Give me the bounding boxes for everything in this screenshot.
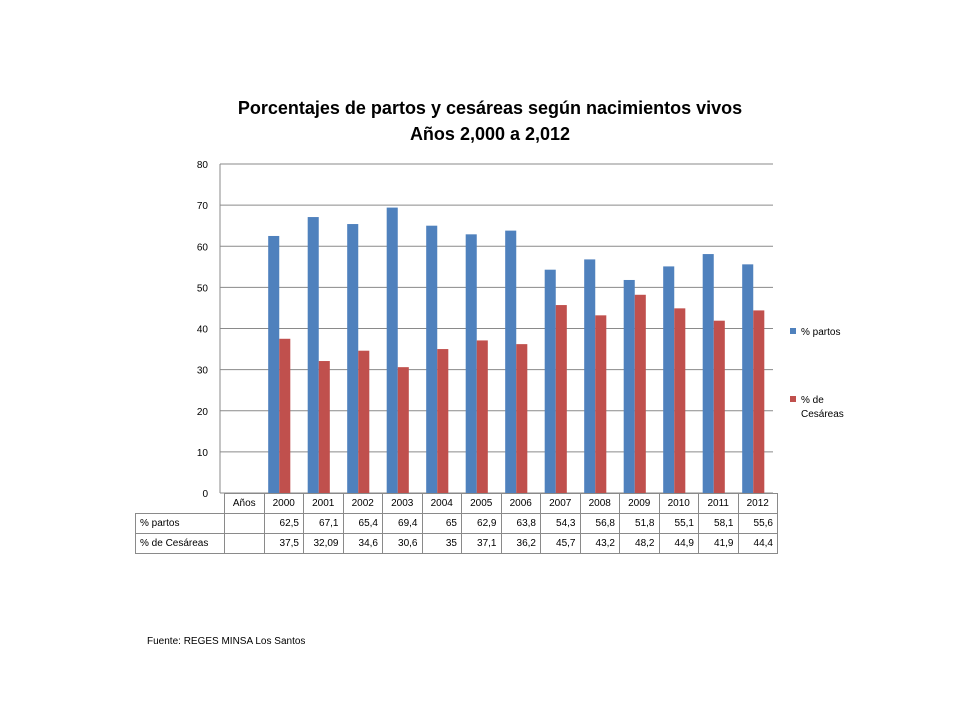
bar-cesareas [318,361,330,493]
y-tick-label: 40 [197,325,209,336]
legend-label-cesareas-line2: Cesáreas [801,409,844,420]
bar-cesareas [476,340,488,493]
table-cell-partos: 55,6 [737,512,778,534]
y-tick-label: 70 [197,201,209,212]
table-cell-partos: 65 [421,512,462,534]
y-tick-label: 20 [197,407,209,418]
table-header-year: 2002 [342,493,383,514]
table-rowlabel-partos: % partos [135,512,225,534]
bar-cesareas [713,320,725,493]
table-header-year: 2007 [540,493,581,514]
table-header-year: 2012 [737,493,778,514]
table-empty-cell [224,512,265,534]
table-cell-cesareas: 45,7 [540,532,581,554]
legend-label-cesareas-line1: % de [801,395,824,406]
y-tick-label: 10 [197,448,209,459]
source-note: Fuente: REGES MINSA Los Santos [147,636,306,647]
bar-partos [386,207,398,493]
table-cell-cesareas: 35 [421,532,462,554]
table-header-year: 2011 [698,493,739,514]
bar-cesareas [279,338,291,493]
legend-item-cesareas: % de Cesáreas [790,394,844,422]
table-header-year: 2003 [382,493,423,514]
bar-cesareas [397,367,409,493]
y-tick-label: 0 [202,489,208,500]
table-cell-partos: 56,8 [579,512,620,534]
table-cell-partos: 54,3 [540,512,581,534]
table-header-year: 2009 [619,493,660,514]
table-cell-partos: 58,1 [698,512,739,534]
bar-cesareas [516,344,528,493]
bar-cesareas [555,305,567,493]
table-header-year: 2000 [263,493,304,514]
bar-partos [742,264,754,493]
bar-partos [623,279,635,493]
table-cell-cesareas: 34,6 [342,532,383,554]
bar-cesareas [595,315,607,493]
y-tick-label: 50 [197,283,209,294]
table-cell-partos: 65,4 [342,512,383,534]
legend-swatch-partos [790,328,796,334]
table-header-year: 2004 [421,493,462,514]
y-tick-label: 60 [197,242,209,253]
bar-partos [702,254,714,493]
table-cell-cesareas: 41,9 [698,532,739,554]
table-cell-cesareas: 37,1 [461,532,502,554]
table-cell-cesareas: 30,6 [382,532,423,554]
table-header-years: Años [224,493,265,514]
bar-cesareas [674,308,686,493]
bar-partos [505,230,517,493]
table-cell-partos: 63,8 [500,512,541,534]
bar-partos [347,224,359,494]
bar-partos [465,234,477,494]
table-corner [136,494,225,514]
table-cell-partos: 69,4 [382,512,423,534]
table-cell-cesareas: 44,9 [658,532,699,554]
table-rowlabel-cesareas: % de Cesáreas [135,532,225,554]
bar-cesareas [437,349,449,493]
bar-partos [307,217,319,493]
table-header-year: 2006 [500,493,541,514]
legend-item-partos: % partos [790,326,840,340]
table-cell-partos: 62,5 [263,512,304,534]
table-cell-cesareas: 36,2 [500,532,541,554]
y-tick-label: 80 [197,160,209,171]
table-empty-cell [224,532,265,554]
y-tick-label: 30 [197,366,209,377]
table-cell-partos: 55,1 [658,512,699,534]
table-header-year: 2005 [461,493,502,514]
legend-swatch-cesareas [790,396,796,402]
bar-cesareas [358,350,370,493]
table-header-year: 2001 [303,493,344,514]
bar-cesareas [634,294,646,493]
table-cell-cesareas: 43,2 [579,532,620,554]
bar-partos [663,266,675,493]
bar-partos [544,269,556,493]
bar-partos [584,259,596,493]
table-cell-cesareas: 48,2 [619,532,660,554]
table-cell-cesareas: 44,4 [737,532,778,554]
table-header-year: 2010 [658,493,699,514]
chart-title: Porcentajes de partos y cesáreas según n… [237,98,743,118]
table-cell-cesareas: 32,09 [303,532,344,554]
table-header-year: 2008 [579,493,620,514]
table-cell-partos: 51,8 [619,512,660,534]
bar-cesareas [753,310,765,493]
bar-partos [426,225,438,493]
chart-subtitle: Años 2,000 a 2,012 [409,124,571,144]
data-table: Años 2000 2001 2002 2003 2004 2005 2006 2007 2008… [135,493,778,554]
legend-label-partos: % partos [801,327,841,338]
table-cell-partos: 62,9 [461,512,502,534]
bar-partos [268,235,280,493]
table-cell-partos: 67,1 [303,512,344,534]
table-cell-cesareas: 37,5 [263,532,304,554]
